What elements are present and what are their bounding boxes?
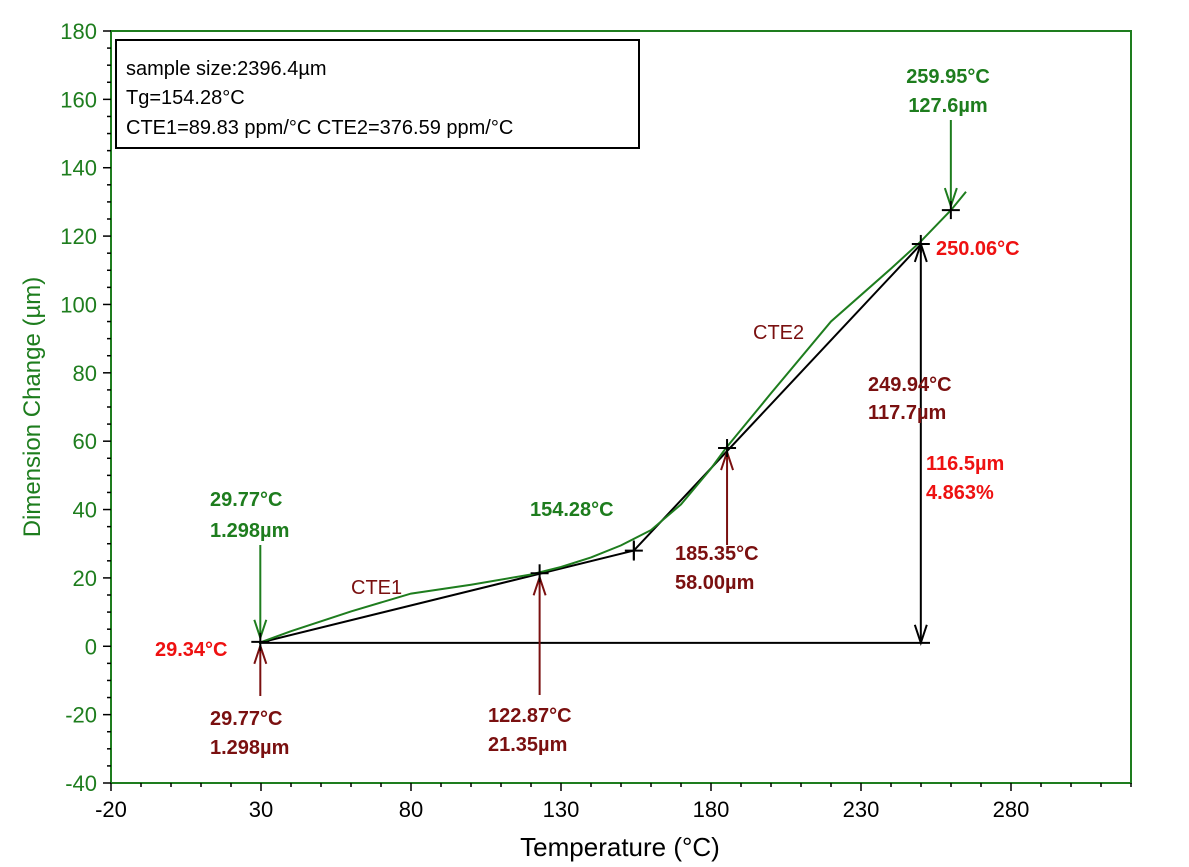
annotation-mid-temp: 185.35°C — [675, 543, 759, 565]
y-tick-label: 60 — [73, 429, 97, 454]
legend-line-3: CTE1=89.83 ppm/°C CTE2=376.59 ppm/°C — [126, 117, 513, 139]
y-tick-label: 120 — [60, 224, 97, 249]
annotation-total-percent: 4.863% — [926, 482, 994, 504]
cte1-label: CTE1 — [351, 577, 402, 599]
annotation-cte1-value: 21.35µm — [488, 734, 567, 756]
y-tick-label: 160 — [60, 87, 97, 112]
legend-box: sample size:2396.4µm Tg=154.28°C CTE1=89… — [115, 39, 640, 149]
annotation-mid-value: 58.00µm — [675, 572, 754, 594]
annotation-total-change: 116.5µm — [926, 453, 1004, 475]
y-tick-label: -40 — [65, 771, 97, 796]
annotation-measure-value: 117.7µm — [868, 402, 946, 424]
measure-head-bottom — [913, 624, 928, 647]
x-tick-label: 280 — [993, 797, 1030, 822]
legend-line-2: Tg=154.28°C — [126, 87, 245, 109]
cte2-label: CTE2 — [753, 322, 804, 344]
y-axis-label: Dimension Change (µm) — [19, 277, 46, 538]
annotation-end-value: 127.6µm — [908, 95, 987, 117]
y-tick-label: 80 — [73, 361, 97, 386]
annotation-start-value-green: 1.298µm — [210, 520, 289, 542]
legend-frame — [115, 39, 640, 149]
x-tick-labels: -20 30 80 130 180 230 280 — [95, 797, 1029, 822]
y-tick-label: 100 — [60, 292, 97, 317]
annotation-tg: 154.28°C — [530, 499, 614, 521]
y-tick-label: 140 — [60, 156, 97, 181]
x-tick-label: 230 — [843, 797, 880, 822]
y-tick-labels: -40 -20 0 20 40 60 80 100 120 140 160 180 — [60, 19, 97, 796]
y-tick-label: -20 — [65, 703, 97, 728]
x-axis-ticks — [110, 783, 1132, 791]
series-layer — [258, 191, 967, 644]
y-tick-label: 0 — [85, 634, 97, 659]
annotations: 259.95°C 127.6µm 250.06°C CTE2 249.94°C … — [155, 66, 1020, 759]
annotation-end-temp: 259.95°C — [906, 66, 990, 88]
annotation-start-temp-red: 29.34°C — [155, 639, 228, 661]
y-tick-label: 180 — [60, 19, 97, 44]
fit-line-cte1 — [258, 549, 635, 644]
annotation-measure-temp: 249.94°C — [868, 374, 952, 396]
x-tick-label: 80 — [399, 797, 423, 822]
y-axis-ticks — [103, 30, 111, 784]
x-tick-label: 30 — [249, 797, 273, 822]
x-axis-label: Temperature (°C) — [520, 832, 720, 862]
series-line — [258, 191, 967, 644]
y-tick-label: 20 — [73, 566, 97, 591]
fit-line-cte2 — [633, 243, 922, 552]
x-tick-label: 130 — [543, 797, 580, 822]
annotation-start-temp-green: 29.77°C — [210, 489, 283, 511]
legend-line-1: sample size:2396.4µm — [126, 58, 327, 80]
fit-lines — [258, 243, 930, 644]
markers-layer — [251, 201, 960, 651]
annotation-upper-temp: 250.06°C — [936, 238, 1020, 260]
annotation-start-temp-dark: 29.77°C — [210, 708, 283, 730]
annotation-cte1-temp: 122.87°C — [488, 705, 572, 727]
annotation-start-value-dark: 1.298µm — [210, 737, 289, 759]
x-tick-label: -20 — [95, 797, 127, 822]
y-tick-label: 40 — [73, 498, 97, 523]
x-tick-label: 180 — [693, 797, 730, 822]
